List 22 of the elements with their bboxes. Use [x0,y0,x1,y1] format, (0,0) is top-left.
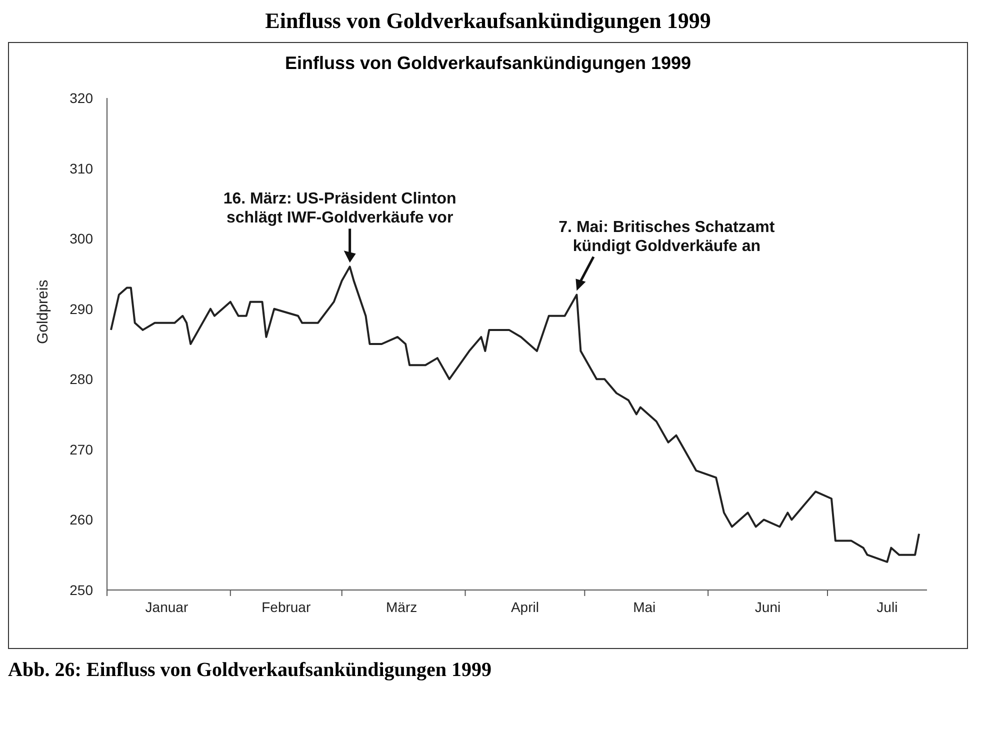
y-axis-title: Goldpreis [34,280,52,344]
chart-title: Einfluss von Goldverkaufsankündigungen 1999 [284,53,692,74]
y-tick-label: 300 [70,230,94,247]
annotation: 16. März: US-Präsident Clinton schlägt IWF-Goldverkäufe vor [223,190,456,227]
y-tick-label: 270 [70,441,94,458]
y-tick-label: 260 [70,512,94,528]
x-tick-label: Januar [145,598,188,615]
annotation: 7. Mai: Britisches Schatzamt kündigt Goldverkäufe an [558,218,776,255]
text: Einfluss von Goldverkaufsankündigungen 1999 [264,8,712,34]
y-tick-label: 250 [70,582,94,598]
y-tick-label: 320 [70,90,94,106]
x-tick-label: April [510,598,539,615]
x-tick-label: Juli [876,598,898,615]
x-tick-label: Juni [754,598,781,615]
x-tick-label: März [386,598,418,615]
caption: Abb. 26: Einfluss von Goldverkaufsankündigungen 1999 [8,659,492,682]
x-tick-label: Mai [633,598,656,615]
line-series [110,266,920,563]
y-tick-label: 310 [70,160,94,176]
y-tick-label: 280 [70,371,94,388]
x-tick-label: Februar [262,598,311,615]
y-tick-label: 290 [70,300,94,317]
